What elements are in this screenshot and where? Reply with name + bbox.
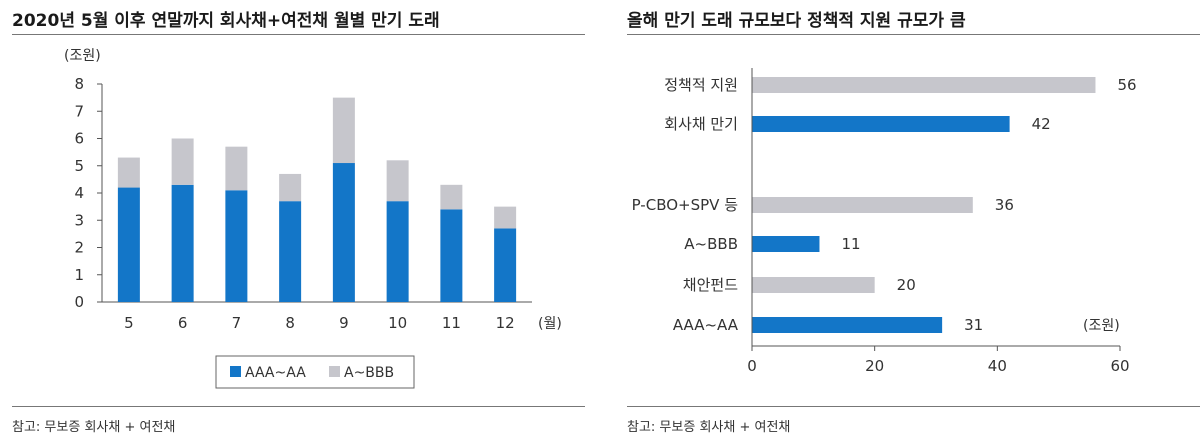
left-source-rule xyxy=(12,406,585,407)
right-source-note: 참고: 무보증 회사채 + 여전채 xyxy=(627,420,791,435)
bar-segment-a-bbb xyxy=(386,160,409,202)
bar-value-label: 20 xyxy=(897,276,916,294)
y-tick-label: 3 xyxy=(74,211,84,229)
y-axis-unit-label: (조원) xyxy=(64,48,101,64)
y-tick-label: 2 xyxy=(74,239,84,257)
y-category-label: AAA~AA xyxy=(673,316,739,334)
y-tick-label: 1 xyxy=(74,266,84,284)
y-tick-label: 6 xyxy=(74,130,84,148)
bar-value-label: 11 xyxy=(841,235,860,253)
y-category-label: P-CBO+SPV 등 xyxy=(632,196,739,214)
bar-segment-a-bbb xyxy=(494,206,517,229)
horizontal-bar xyxy=(752,317,943,333)
bar-value-label: 42 xyxy=(1032,115,1051,133)
y-tick-label: 5 xyxy=(74,157,84,175)
x-tick-label: 9 xyxy=(339,314,349,332)
x-tick-label: 0 xyxy=(747,357,757,375)
x-tick-label: 12 xyxy=(496,314,515,332)
right-chart-title: 올해 만기 도래 규모보다 정책적 지원 규모가 큼 xyxy=(627,11,966,31)
bar-segment-a-bbb xyxy=(171,138,194,185)
bar-segment-aaa-aa xyxy=(171,184,194,302)
bar-segment-aaa-aa xyxy=(494,228,517,302)
x-axis-unit-label: (월) xyxy=(538,316,562,332)
bar-segment-a-bbb xyxy=(225,146,248,191)
horizontal-bar xyxy=(752,236,820,252)
left-chart-title: 2020년 5월 이후 연말까지 회사채+여전채 월별 만기 도래 xyxy=(12,11,440,31)
x-tick-label: 8 xyxy=(285,314,295,332)
horizontal-bar xyxy=(752,116,1010,132)
x-tick-label: 6 xyxy=(178,314,188,332)
bar-segment-aaa-aa xyxy=(386,201,409,302)
bar-segment-aaa-aa xyxy=(279,201,302,302)
bar-segment-aaa-aa xyxy=(440,209,463,302)
right-title-rule xyxy=(627,34,1200,35)
right-chart-panel: 올해 만기 도래 규모보다 정책적 지원 규모가 큼 정책적 지원 56 회사채 만… xyxy=(615,0,1200,440)
horizontal-bar-chart: 정책적 지원 56 회사채 만기 42 P-CBO+SPV 등 36 A~BBB 11 채안펀드… xyxy=(632,68,1137,375)
x-tick-label: 7 xyxy=(232,314,242,332)
right-source-rule xyxy=(627,406,1200,407)
bar-segment-a-bbb xyxy=(440,184,463,210)
y-category-label: 회사채 만기 xyxy=(664,115,738,133)
legend-swatch-aaa-aa xyxy=(230,366,241,377)
y-category-label: A~BBB xyxy=(684,235,738,253)
x-tick-label: 20 xyxy=(865,357,884,375)
horizontal-bar xyxy=(752,77,1096,93)
x-tick-label: 40 xyxy=(988,357,1007,375)
x-tick-label: 11 xyxy=(442,314,461,332)
y-tick-label: 4 xyxy=(74,184,84,202)
horizontal-bar xyxy=(752,197,973,213)
x-tick-label: 60 xyxy=(1110,357,1129,375)
y-category-label: 정책적 지원 xyxy=(664,76,738,94)
y-tick-label: 0 xyxy=(74,293,84,311)
left-chart-panel: 2020년 5월 이후 연말까지 회사채+여전채 월별 만기 도래 (조원) 0 1… xyxy=(0,0,585,440)
legend-box xyxy=(215,355,415,389)
y-tick-label: 7 xyxy=(74,102,84,120)
x-axis-unit-label: (조원) xyxy=(1083,318,1120,334)
bar-segment-aaa-aa xyxy=(117,187,140,302)
bar-value-label: 36 xyxy=(995,196,1014,214)
bar-segment-a-bbb xyxy=(117,157,140,188)
x-tick-label: 10 xyxy=(388,314,407,332)
bar-segment-a-bbb xyxy=(279,173,302,202)
bar-value-label: 31 xyxy=(964,316,983,334)
left-source-note: 참고: 무보증 회사채 + 여전채 xyxy=(12,420,176,435)
bar-value-label: 56 xyxy=(1117,76,1136,94)
bar-segment-a-bbb xyxy=(332,97,355,164)
bar-segment-aaa-aa xyxy=(332,163,355,302)
legend-swatch-a-bbb xyxy=(329,366,340,377)
horizontal-bar xyxy=(752,277,875,293)
y-tick-label: 8 xyxy=(74,75,84,93)
legend-label-a-bbb: A~BBB xyxy=(344,365,394,381)
left-title-rule xyxy=(12,34,585,35)
legend-label-aaa-aa: AAA~AA xyxy=(245,365,306,381)
y-category-label: 채안펀드 xyxy=(683,276,738,294)
x-tick-label: 5 xyxy=(124,314,134,332)
bar-segment-aaa-aa xyxy=(225,190,248,302)
